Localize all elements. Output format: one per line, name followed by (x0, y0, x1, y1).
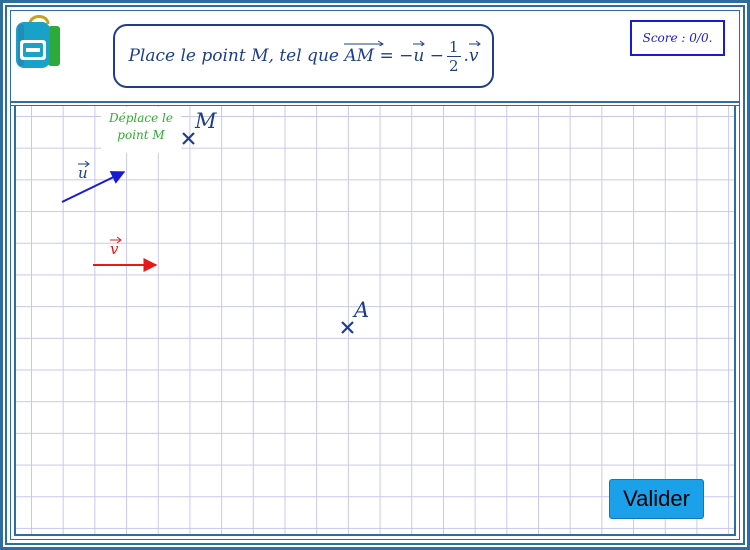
drag-hint-line-2: point M (117, 128, 165, 142)
vector-v-term: v (468, 40, 481, 66)
vector-am-label: AM (344, 45, 375, 66)
point-m-label: M (194, 109, 217, 133)
grid-canvas[interactable] (14, 106, 736, 536)
instruction-box: Place le point M, tel que AM = − u −1 2. v (113, 24, 494, 88)
score-box: Score : 0/0. (630, 20, 725, 56)
vector-am: AM (344, 40, 385, 66)
instruction-minus-sign: − (399, 45, 414, 66)
drag-hint-line-1: Déplace le (109, 111, 173, 125)
vector-u-term: u (413, 40, 426, 66)
instruction-prefix: Place le point (128, 45, 246, 66)
outer-frame-inner (5, 5, 745, 545)
outer-frame-innermost (10, 10, 740, 540)
vector-arrow-icon (413, 40, 426, 46)
instruction-point-name: M (251, 45, 269, 66)
instruction-dot: . (463, 45, 469, 66)
header-divider (11, 101, 739, 103)
validate-button[interactable]: Valider (609, 479, 704, 519)
score-label: Score : 0/0. (642, 31, 713, 45)
instruction-text: Place le point M, tel que AM = − u −1 2. v (128, 37, 481, 75)
fraction-numerator: 1 (446, 37, 461, 57)
instruction-minus-sign-2: − (429, 45, 444, 66)
instruction-middle: , tel que (268, 45, 339, 66)
vector-arrow-icon (344, 40, 385, 46)
drag-hint: Déplace le point M (101, 107, 181, 153)
point-m-cross-b (182, 132, 195, 145)
vector-v-term-label: v (468, 45, 479, 66)
header-divider-thin (11, 105, 739, 106)
vector-arrow-icon (468, 40, 481, 46)
backpack-icon (16, 15, 60, 68)
vector-u-term-label: u (413, 45, 425, 66)
point-m[interactable]: M (182, 109, 217, 145)
fraction-denominator: 2 (448, 56, 459, 75)
instruction-equals: = (379, 45, 394, 66)
